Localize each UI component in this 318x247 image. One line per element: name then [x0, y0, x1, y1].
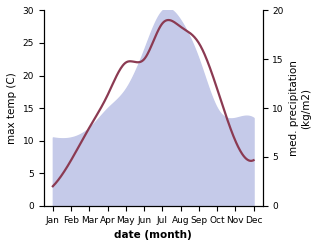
X-axis label: date (month): date (month)	[114, 230, 192, 240]
Y-axis label: med. precipitation
(kg/m2): med. precipitation (kg/m2)	[289, 60, 311, 156]
Y-axis label: max temp (C): max temp (C)	[7, 72, 17, 144]
